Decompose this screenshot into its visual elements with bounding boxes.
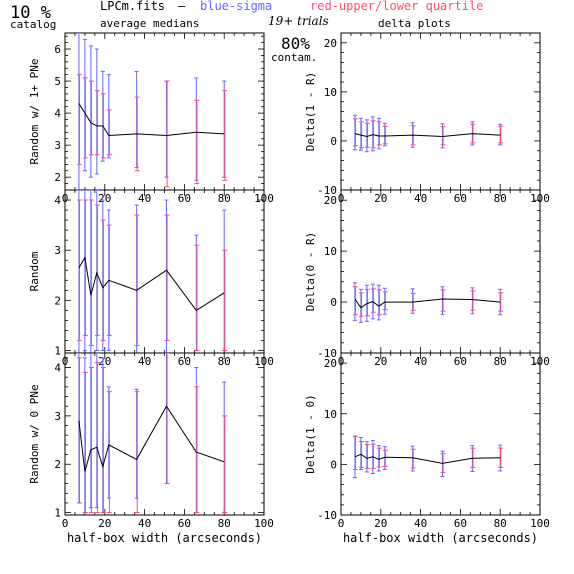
plot-frame xyxy=(64,32,265,191)
y-axis-label: Delta(1 - 0) xyxy=(304,394,317,473)
y-tick-label: 6 xyxy=(54,43,61,56)
y-tick-label: 5 xyxy=(54,75,61,88)
y-tick-label: 1 xyxy=(54,344,61,357)
y-tick-label: -10 xyxy=(317,347,337,360)
x-tick-label: 20 xyxy=(374,517,387,530)
y-axis-label: Random w/ 1+ PNe xyxy=(28,59,41,165)
sigma-legend: blue-sigma xyxy=(200,0,272,13)
y-tick-label: 2 xyxy=(54,294,61,307)
x-tick-label: 80 xyxy=(494,355,507,368)
data-layer xyxy=(76,33,228,190)
y-tick-label: 20 xyxy=(324,37,337,50)
x-tick-label: 60 xyxy=(454,355,467,368)
median-line xyxy=(78,405,225,472)
y-tick-label: 4 xyxy=(54,107,61,120)
x-tick-label: 60 xyxy=(454,517,467,530)
quartile-legend: red-upper/lower quartile xyxy=(310,0,483,13)
data-layer xyxy=(352,114,504,153)
median-line xyxy=(78,256,225,312)
median-line xyxy=(354,453,501,464)
y-tick-label: 0 xyxy=(330,458,337,471)
y-tick-label: 2 xyxy=(54,458,61,471)
median-line xyxy=(78,103,225,137)
x-axis-label: half-box width (arcseconds) xyxy=(67,531,262,545)
contamination-label: contam. xyxy=(271,51,317,64)
filename-label: LPCm.fits xyxy=(100,0,165,13)
y-tick-label: -10 xyxy=(317,184,337,197)
data-layer xyxy=(76,353,228,514)
x-tick-label: 80 xyxy=(218,192,231,205)
x-tick-label: 40 xyxy=(414,355,427,368)
trials-label: 19+ trials xyxy=(268,14,329,28)
data-layer xyxy=(352,282,504,323)
x-tick-label: 40 xyxy=(138,355,151,368)
y-tick-label: 4 xyxy=(54,362,61,375)
data-layer xyxy=(352,435,504,479)
y-axis-label: Random w/ 0 PNe xyxy=(28,384,41,483)
y-axis-label: Delta(1 - R) xyxy=(304,72,317,151)
y-tick-label: 10 xyxy=(324,245,337,258)
x-tick-label: 60 xyxy=(178,355,191,368)
y-axis-label: Delta(0 - R) xyxy=(304,232,317,311)
median-line xyxy=(354,133,501,138)
average-medians-label: average medians xyxy=(100,17,199,30)
x-tick-label: 60 xyxy=(178,517,191,530)
x-tick-label: 80 xyxy=(494,517,507,530)
y-tick-label: 4 xyxy=(54,194,61,207)
y-tick-label: 0 xyxy=(330,296,337,309)
median-line xyxy=(354,298,501,309)
y-tick-label: 0 xyxy=(330,135,337,148)
plot-frame xyxy=(64,352,265,516)
plot-frame xyxy=(340,189,541,354)
y-tick-label: 1 xyxy=(54,507,61,520)
x-tick-label: 0 xyxy=(338,517,345,530)
catalog-percent: 10 % xyxy=(10,3,51,23)
plot-frame xyxy=(340,352,541,516)
plot-frame xyxy=(340,32,541,191)
y-tick-label: -10 xyxy=(317,509,337,522)
x-tick-label: 40 xyxy=(138,517,151,530)
panel-random-0-pne: 0 20 40 60 80 100 1 2 3 4 Random w/ 0 PNe half-box … xyxy=(28,352,274,545)
x-tick-label: 60 xyxy=(454,192,467,205)
x-tick-label: 20 xyxy=(374,355,387,368)
y-tick-label: 10 xyxy=(324,86,337,99)
x-tick-label: 40 xyxy=(414,517,427,530)
y-tick-label: 20 xyxy=(324,194,337,207)
x-axis-label: half-box width (arcseconds) xyxy=(343,531,538,545)
y-tick-label: 10 xyxy=(324,408,337,421)
y-tick-label: 3 xyxy=(54,139,61,152)
catalog-label: catalog xyxy=(10,18,56,31)
x-tick-label: 80 xyxy=(218,355,231,368)
x-tick-label: 80 xyxy=(494,192,507,205)
y-tick-label: 2 xyxy=(54,171,61,184)
header-dash: – xyxy=(178,0,186,13)
contamination-percent: 80% xyxy=(281,34,310,53)
x-tick-label: 40 xyxy=(414,192,427,205)
x-tick-label: 60 xyxy=(178,192,191,205)
y-axis-label: Random xyxy=(28,251,41,291)
y-tick-label: 20 xyxy=(324,357,337,370)
x-tick-label: 80 xyxy=(218,517,231,530)
delta-plots-label: delta plots xyxy=(378,17,451,30)
x-tick-label: 20 xyxy=(374,192,387,205)
y-tick-label: 3 xyxy=(54,244,61,257)
x-tick-label: 0 xyxy=(62,517,69,530)
x-tick-label: 20 xyxy=(98,517,111,530)
x-tick-label: 100 xyxy=(254,517,274,530)
x-tick-label: 20 xyxy=(98,192,111,205)
y-tick-label: 3 xyxy=(54,410,61,423)
x-tick-label: 40 xyxy=(138,192,151,205)
x-tick-label: 100 xyxy=(530,517,550,530)
data-layer xyxy=(76,190,228,353)
